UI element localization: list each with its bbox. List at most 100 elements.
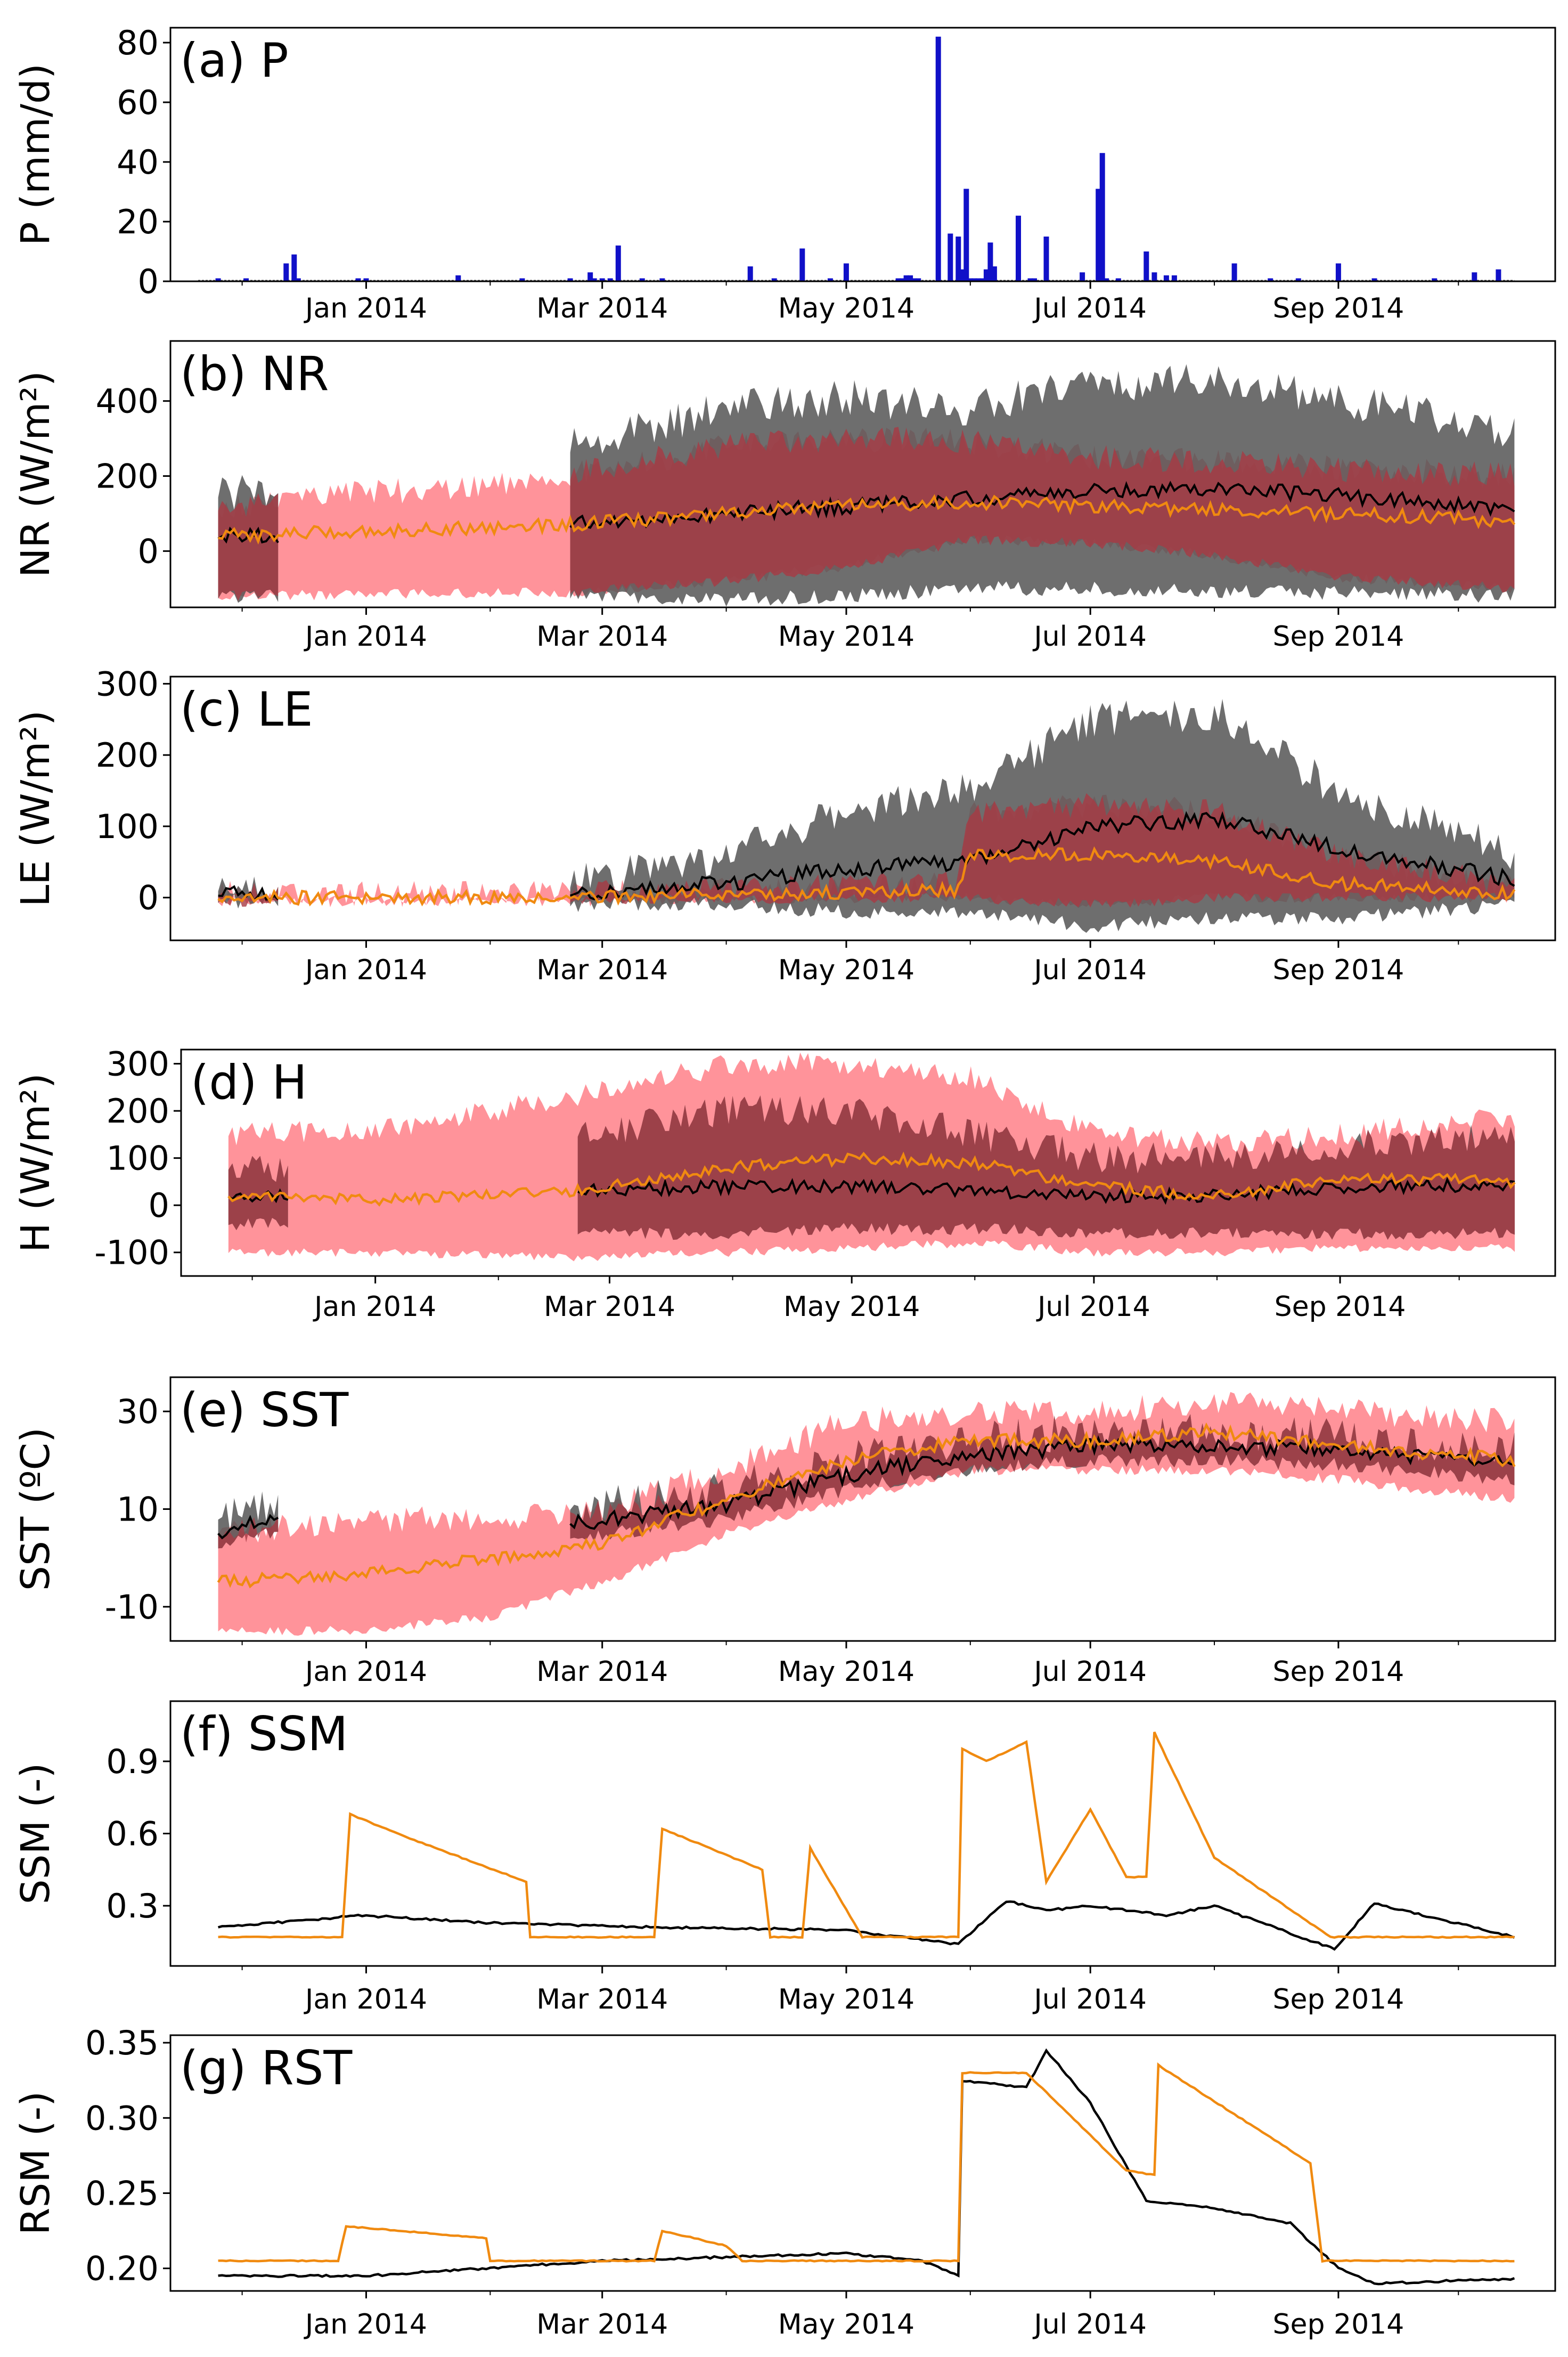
le-panel-title: (c) LE (180, 682, 313, 737)
h-obs-line (227, 1188, 289, 1204)
nr-plot-area (217, 364, 1516, 607)
p-xtick-label: Jan 2014 (304, 292, 427, 324)
p-panel-title: (a) P (180, 33, 289, 88)
sst-xtick-label: Jan 2014 (304, 1656, 427, 1688)
nr-ytick-label: 400 (96, 382, 159, 421)
rsm-ytick-label: 0.30 (85, 2099, 159, 2137)
p-ytick-label: 80 (117, 23, 159, 62)
p-bar (639, 278, 645, 281)
p-ytick-label: 20 (117, 202, 159, 241)
h-axes-frame (180, 1049, 1556, 1277)
h-ytick-label: 100 (107, 1139, 169, 1178)
sst-xtick-label: Mar 2014 (536, 1656, 668, 1688)
p-bar (1096, 189, 1101, 281)
le-overlap-band (218, 882, 279, 907)
p-ytick-label: 40 (117, 143, 159, 182)
h-xtick-label: May 2014 (783, 1291, 920, 1323)
panel-sst: Jan 2014 Mar 2014 May 2014 Jul 2014 Sep 2014… (13, 1376, 1556, 1688)
p-bar (827, 278, 833, 281)
nr-xtick-label: Jul 2014 (1032, 621, 1147, 653)
p-bar (900, 278, 905, 281)
p-bar (1432, 278, 1438, 281)
p-bar (1231, 263, 1237, 281)
panel-rsm: Jan 2014 Mar 2014 May 2014 Jul 2014 Sep 2014… (13, 2023, 1556, 2340)
panel-nr: Jan 2014 Mar 2014 May 2014 Jul 2014 Sep 2014… (13, 340, 1556, 653)
rsm-ytick-label: 0.25 (85, 2174, 159, 2213)
le-model-line (217, 846, 1516, 907)
rsm-panel-title: (g) RST (180, 2041, 353, 2095)
ssm-model-line (218, 1732, 1515, 1939)
p-ytick-label: 60 (117, 83, 159, 122)
ssm-xtick-label: May 2014 (778, 1984, 914, 2015)
p-bar (916, 278, 921, 281)
p-bar (599, 278, 605, 281)
rsm-axes-frame (169, 2034, 1556, 2292)
p-bar (1016, 215, 1021, 281)
p-bar (991, 266, 997, 281)
sst-ytick-label: 30 (117, 1392, 159, 1431)
le-xtick-label: Jan 2014 (304, 954, 427, 986)
p-xtick-label: Mar 2014 (536, 292, 668, 324)
nr-xtick-label: Jan 2014 (304, 621, 427, 653)
p-bar (843, 263, 849, 281)
p-bar (1335, 263, 1341, 281)
sst-xtick-label: Sep 2014 (1272, 1656, 1404, 1688)
p-bar (1115, 278, 1121, 281)
p-bar (979, 278, 985, 281)
panel-p: Jan 2014 Mar 2014 May 2014 Jul 2014 Sep 2014… (13, 23, 1556, 324)
nr-xtick-label: May 2014 (778, 621, 914, 653)
p-bar (607, 278, 613, 281)
nr-axes-frame (169, 340, 1556, 608)
le-plot-area (217, 698, 1516, 933)
p-bar (935, 36, 941, 281)
p-bar (987, 242, 993, 281)
p-bar (959, 269, 965, 281)
p-bar (967, 278, 973, 281)
h-xtick-label: Sep 2014 (1275, 1291, 1406, 1323)
panel-h: Jan 2014 Mar 2014 May 2014 Jul 2014 Sep 2014… (13, 1045, 1556, 1323)
rsm-xtick-label: Jan 2014 (304, 2309, 427, 2340)
le-ytick-label: 100 (96, 807, 159, 846)
nr-panel-title: (b) NR (180, 346, 329, 401)
rsm-ylabel: RSM (-) (13, 2091, 59, 2235)
p-bar (1472, 272, 1477, 281)
p-bar (948, 233, 953, 281)
h-model-line (227, 1151, 1516, 1207)
h-ytick-label: 300 (107, 1045, 169, 1084)
p-bar (799, 248, 805, 281)
p-bar (1099, 153, 1105, 281)
p-bar (591, 278, 597, 281)
ssm-xtick-label: Jan 2014 (304, 1984, 427, 2015)
h-xtick-label: Jul 2014 (1036, 1291, 1150, 1323)
p-plot-area (198, 36, 1515, 281)
le-ytick-label: 0 (138, 879, 159, 917)
p-bar (291, 254, 297, 281)
ssm-ylabel: SSM (-) (13, 1763, 59, 1905)
p-bar (1144, 251, 1149, 281)
h-overlap-band (577, 1095, 1515, 1240)
p-bar (615, 245, 621, 281)
p-bar (1163, 275, 1169, 281)
h-panel-title: (d) H (191, 1055, 307, 1110)
p-ytick-label: 0 (138, 262, 159, 301)
le-xtick-label: Sep 2014 (1272, 954, 1404, 986)
sst-model-line (217, 1422, 1516, 1589)
p-bar (455, 275, 461, 281)
p-bar (911, 278, 917, 281)
p-xtick-label: Sep 2014 (1272, 292, 1404, 324)
nr-ylabel: NR (W/m²) (13, 371, 59, 578)
ssm-xtick-label: Sep 2014 (1272, 1984, 1404, 2015)
panel-layer: Jan 2014 Mar 2014 May 2014 Jul 2014 Sep 2014… (13, 23, 1556, 2340)
sst-panel-title: (e) SST (180, 1383, 349, 1437)
le-xtick-label: May 2014 (778, 954, 914, 986)
p-bar (295, 278, 301, 281)
rsm-xtick-label: Sep 2014 (1272, 2309, 1404, 2340)
p-bar (215, 278, 221, 281)
sst-xtick-label: May 2014 (778, 1656, 914, 1688)
nr-model-line (218, 494, 1516, 545)
p-bar (1032, 278, 1037, 281)
p-xtick-label: May 2014 (778, 292, 914, 324)
p-bar (1171, 275, 1177, 281)
rsm-ytick-label: 0.35 (85, 2023, 159, 2062)
nr-obs-line (217, 526, 279, 544)
